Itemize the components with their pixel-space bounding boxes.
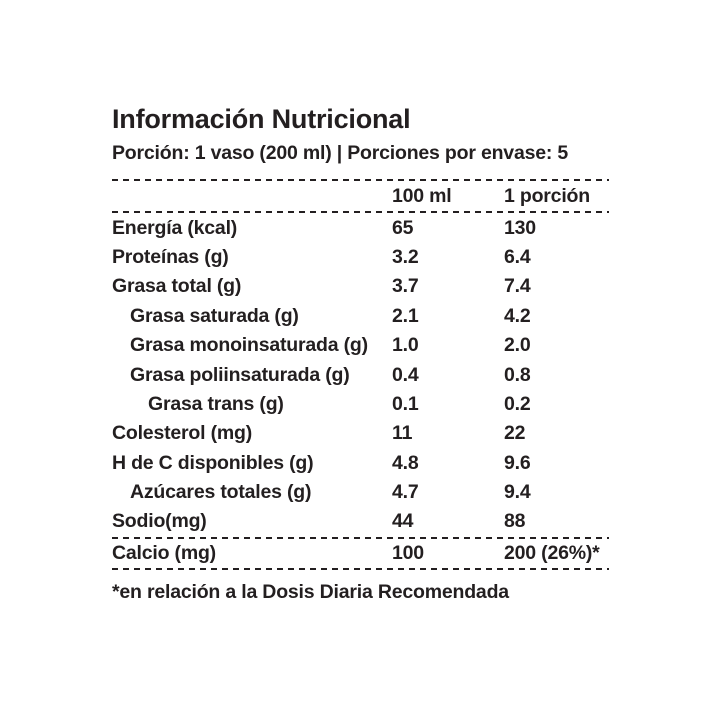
table-row: Energía (kcal) 65 130 — [112, 213, 609, 242]
value-per-100ml: 44 — [392, 510, 414, 533]
table-row: Proteínas (g) 3.2 6.4 — [112, 243, 609, 272]
dashed-divider — [112, 179, 609, 182]
value-per-portion: 200 (26%)* — [504, 541, 600, 564]
value-per-100ml: 100 — [392, 541, 424, 564]
value-per-100ml: 4.8 — [392, 451, 419, 474]
value-per-portion: 7.4 — [504, 275, 531, 298]
nutrient-name: Grasa monoinsaturada (g) — [130, 334, 368, 357]
value-per-100ml: 0.1 — [392, 392, 419, 415]
table-row: Grasa saturada (g) 2.1 4.2 — [112, 302, 609, 331]
dashed-divider — [112, 568, 609, 571]
value-per-portion: 22 — [504, 422, 526, 445]
value-per-portion: 2.0 — [504, 334, 531, 357]
table-row: Grasa total (g) 3.7 7.4 — [112, 272, 609, 301]
nutrient-name: Grasa poliinsaturada (g) — [130, 363, 350, 386]
table-row: Sodio(mg) 44 88 — [112, 507, 609, 536]
nutrient-name: Grasa trans (g) — [148, 392, 284, 415]
value-per-100ml: 4.7 — [392, 481, 419, 504]
value-per-portion: 88 — [504, 510, 526, 533]
nutrient-name: H de C disponibles (g) — [112, 451, 314, 474]
table-row: Colesterol (mg) 11 22 — [112, 419, 609, 448]
nutrient-name: Grasa saturada (g) — [130, 304, 299, 327]
table-row: Grasa trans (g) 0.1 0.2 — [112, 390, 609, 419]
nutrition-rows: Energía (kcal) 65 130 Proteínas (g) 3.2 … — [112, 213, 609, 571]
value-per-100ml: 11 — [392, 422, 413, 445]
table-row: Grasa poliinsaturada (g) 0.4 0.8 — [112, 360, 609, 389]
table-header-row: 100 ml 1 porción — [112, 181, 609, 211]
value-per-100ml: 2.1 — [392, 304, 419, 327]
value-per-portion: 130 — [504, 216, 536, 239]
value-per-100ml: 0.4 — [392, 363, 419, 386]
value-per-100ml: 65 — [392, 216, 414, 239]
value-per-100ml: 3.2 — [392, 245, 419, 268]
footnote: *en relación a la Dosis Diaria Recomenda… — [112, 581, 509, 604]
value-per-portion: 4.2 — [504, 304, 531, 327]
table-row: Azúcares totales (g) 4.7 9.4 — [112, 478, 609, 507]
serving-info: Porción: 1 vaso (200 ml) | Porciones por… — [112, 142, 569, 165]
nutrition-label-title: Información Nutricional — [112, 104, 411, 134]
table-row: H de C disponibles (g) 4.8 9.6 — [112, 449, 609, 478]
column-header-portion: 1 porción — [504, 184, 590, 207]
value-per-portion: 6.4 — [504, 245, 531, 268]
nutrient-name: Calcio (mg) — [112, 541, 216, 564]
value-per-portion: 0.8 — [504, 363, 531, 386]
nutrient-name: Colesterol (mg) — [112, 422, 253, 445]
dashed-divider — [112, 211, 609, 214]
table-row: Grasa monoinsaturada (g) 1.0 2.0 — [112, 331, 609, 360]
column-header-100ml: 100 ml — [392, 184, 452, 207]
value-per-portion: 0.2 — [504, 392, 531, 415]
value-per-100ml: 1.0 — [392, 334, 419, 357]
dashed-divider — [112, 536, 609, 539]
nutrient-name: Sodio(mg) — [112, 510, 207, 533]
value-per-portion: 9.6 — [504, 451, 531, 474]
nutrient-name: Azúcares totales (g) — [130, 481, 312, 504]
nutrient-name: Grasa total (g) — [112, 275, 242, 298]
nutrient-name: Proteínas (g) — [112, 245, 229, 268]
value-per-100ml: 3.7 — [392, 275, 419, 298]
table-row: Calcio (mg) 100 200 (26%)* — [112, 539, 609, 568]
nutrient-name: Energía (kcal) — [112, 216, 238, 239]
nutrition-label: Información Nutricional Porción: 1 vaso … — [112, 103, 609, 604]
value-per-portion: 9.4 — [504, 481, 531, 504]
